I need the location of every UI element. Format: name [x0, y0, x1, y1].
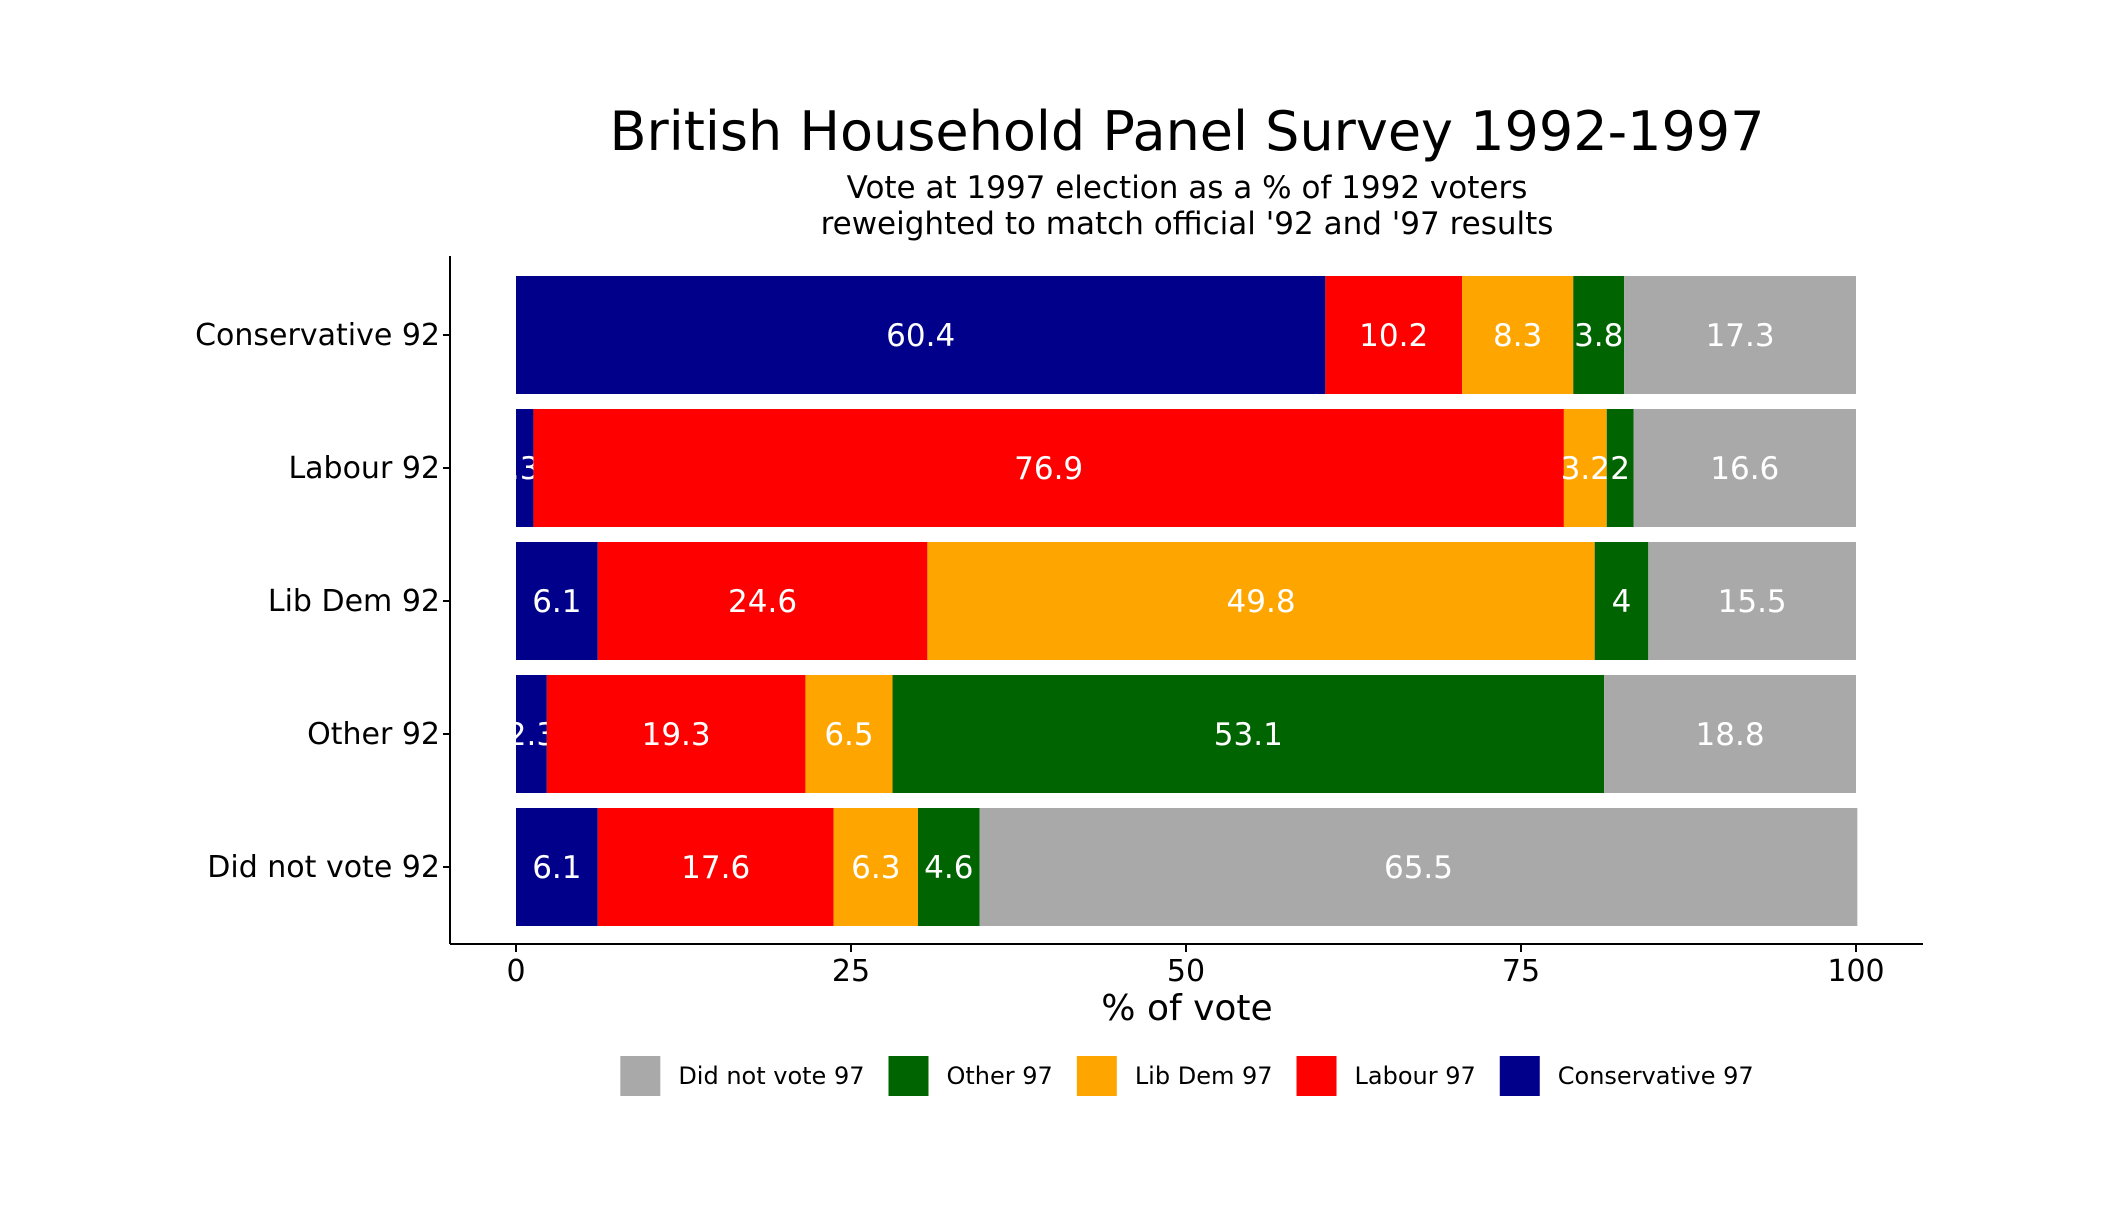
bar-did-not-vote-92-lib-dem-97 [833, 808, 918, 926]
bar-conservative-92-labour-97 [1325, 276, 1463, 394]
bar-row-labour-92: .3 76.9 3.2 2 16.6 [516, 409, 1856, 527]
bar-labour-92-labour-97 [533, 409, 1564, 527]
bar-label-did-not-vote-92-labour-97: 17.6 [681, 850, 750, 886]
bar-labour-92-conservative-97 [516, 409, 534, 527]
bar-label-did-not-vote-92-lib-dem-97: 6.3 [851, 850, 900, 886]
bar-label-labour-92-labour-97: 76.9 [1014, 451, 1083, 487]
bar-did-not-vote-92-did-not-vote-97 [979, 808, 1858, 926]
axes-layer: Conservative 92 Labour 92 Lib Dem 92 Other … [195, 256, 1923, 989]
bar-label-labour-92-other-97: 2 [1610, 451, 1630, 487]
bar-row-other-92: 2.3 19.3 6.5 53.1 18.8 [516, 675, 1856, 793]
legend-label-other-97: Other 97 [947, 1062, 1053, 1090]
bar-label-labour-92-lib-dem-97: 3.2 [1561, 451, 1610, 487]
y-tick-label-labour-92: Labour 92 [288, 451, 440, 486]
bar-label-lib-dem-92-conservative-97: 6.1 [532, 584, 581, 620]
bar-other-92-other-97 [892, 675, 1605, 793]
legend-item-lib-dem-97: Lib Dem 97 [1076, 1056, 1273, 1096]
legend-label-did-not-vote-97: Did not vote 97 [678, 1062, 864, 1090]
bar-label-labour-92-did-not-vote-97: 16.6 [1710, 451, 1779, 487]
bar-label-lib-dem-92-labour-97: 24.6 [728, 584, 797, 620]
bar-label-did-not-vote-92-other-97: 4.6 [924, 850, 973, 886]
bar-label-lib-dem-92-did-not-vote-97: 15.5 [1718, 584, 1787, 620]
bar-conservative-92-conservative-97 [516, 276, 1326, 394]
legend-key-did-not-vote-97 [620, 1056, 661, 1096]
legend-item-conservative-97: Conservative 97 [1499, 1056, 1754, 1096]
chart-subtitle-line-1: Vote at 1997 election as a % of 1992 vot… [847, 170, 1528, 206]
bar-row-conservative-92: 60.4 10.2 8.3 3.8 17.3 [516, 276, 1856, 394]
bar-label-conservative-92-conservative-97: 60.4 [886, 318, 955, 354]
bar-did-not-vote-92-other-97 [918, 808, 980, 926]
legend-key-lib-dem-97 [1076, 1056, 1117, 1096]
bar-lib-dem-92-labour-97 [597, 542, 928, 660]
bar-labour-92-did-not-vote-97 [1633, 409, 1856, 527]
bar-label-did-not-vote-92-did-not-vote-97: 65.5 [1384, 850, 1453, 886]
bar-other-92-lib-dem-97 [805, 675, 893, 793]
legend-key-other-97 [888, 1056, 929, 1096]
legend-item-other-97: Other 97 [888, 1056, 1053, 1096]
legend-key-labour-97 [1296, 1056, 1337, 1096]
bar-lib-dem-92-did-not-vote-97 [1648, 542, 1856, 660]
bar-did-not-vote-92-labour-97 [597, 808, 834, 926]
bar-conservative-92-did-not-vote-97 [1624, 276, 1856, 394]
bar-did-not-vote-92-conservative-97 [516, 808, 598, 926]
bar-label-other-92-did-not-vote-97: 18.8 [1696, 717, 1765, 753]
y-tick-label-did-not-vote-92: Did not vote 92 [207, 850, 440, 885]
legend-label-labour-97: Labour 97 [1355, 1062, 1476, 1090]
legend-label-conservative-97: Conservative 97 [1558, 1062, 1754, 1090]
legend-label-lib-dem-97: Lib Dem 97 [1135, 1062, 1273, 1090]
x-tick-label-25: 25 [832, 954, 870, 989]
bar-labour-92-lib-dem-97 [1563, 409, 1607, 527]
legend-item-labour-97: Labour 97 [1296, 1056, 1476, 1096]
x-axis-title: % of vote [1101, 988, 1272, 1029]
bar-row-lib-dem-92: 6.1 24.6 49.8 4 15.5 [516, 542, 1856, 660]
bar-label-other-92-labour-97: 19.3 [642, 717, 711, 753]
bar-label-conservative-92-other-97: 3.8 [1574, 318, 1623, 354]
legend-key-conservative-97 [1499, 1056, 1540, 1096]
bar-lib-dem-92-conservative-97 [516, 542, 598, 660]
bar-label-conservative-92-lib-dem-97: 8.3 [1493, 318, 1542, 354]
chart-title: British Household Panel Survey 1992-1997 [609, 100, 1764, 163]
y-tick-label-conservative-92: Conservative 92 [195, 318, 440, 353]
bar-other-92-labour-97 [546, 675, 806, 793]
bar-label-other-92-other-97: 53.1 [1214, 717, 1283, 753]
bar-lib-dem-92-other-97 [1594, 542, 1649, 660]
x-tick-label-100: 100 [1827, 954, 1884, 989]
bar-lib-dem-92-lib-dem-97 [927, 542, 1595, 660]
bar-label-other-92-lib-dem-97: 6.5 [824, 717, 873, 753]
bar-label-conservative-92-labour-97: 10.2 [1359, 318, 1428, 354]
bar-other-92-did-not-vote-97 [1604, 675, 1856, 793]
bar-conservative-92-lib-dem-97 [1462, 276, 1574, 394]
bar-other-92-conservative-97 [516, 675, 547, 793]
bar-row-did-not-vote-92: 6.1 17.6 6.3 4.6 65.5 [516, 808, 1858, 926]
x-tick-label-50: 50 [1167, 954, 1205, 989]
bar-label-lib-dem-92-other-97: 4 [1612, 584, 1632, 620]
x-tick-label-75: 75 [1502, 954, 1540, 989]
bars-layer: 60.4 10.2 8.3 3.8 17.3.3 76.9 3.2 2 16.66.1 24.6 4… [516, 276, 1858, 926]
chart-subtitle-line-2: reweighted to match official '92 and '97… [821, 206, 1554, 242]
bar-label-conservative-92-did-not-vote-97: 17.3 [1706, 318, 1775, 354]
bar-label-lib-dem-92-lib-dem-97: 49.8 [1227, 584, 1296, 620]
legend-item-did-not-vote-97: Did not vote 97 [620, 1056, 865, 1096]
bar-label-did-not-vote-92-conservative-97: 6.1 [532, 850, 581, 886]
y-tick-label-other-92: Other 92 [307, 717, 440, 752]
x-tick-label-0: 0 [506, 954, 525, 989]
bar-labour-92-other-97 [1606, 409, 1634, 527]
y-tick-label-lib-dem-92: Lib Dem 92 [268, 584, 440, 619]
bar-conservative-92-other-97 [1573, 276, 1625, 394]
legend: Did not vote 97 Other 97 Lib Dem 97 Labour … [620, 1056, 1754, 1096]
